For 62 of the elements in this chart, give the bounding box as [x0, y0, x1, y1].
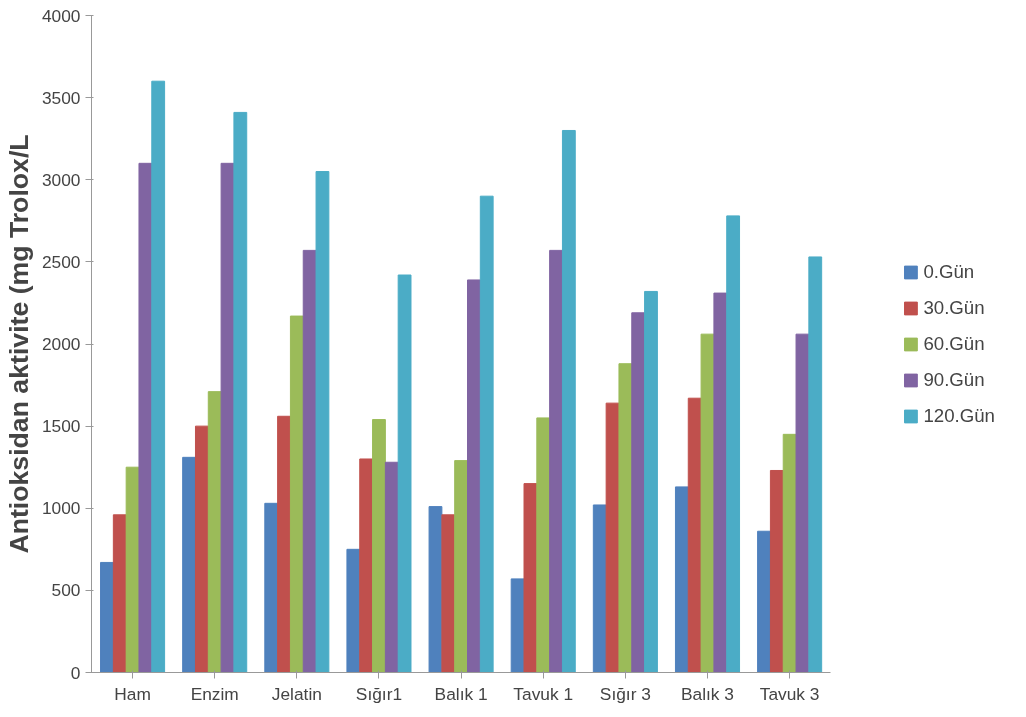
y-tick-label: 1000	[41, 498, 81, 519]
y-tick-label: 3500	[41, 87, 81, 108]
bar	[726, 215, 741, 673]
bar	[112, 514, 127, 673]
y-axis-title: Antioksidan aktivite (mg Trolox/L	[3, 134, 34, 554]
bar	[372, 419, 386, 673]
y-tick-label: 3000	[41, 169, 81, 190]
bar	[644, 290, 658, 673]
y-tick-label: 1500	[41, 416, 81, 437]
bar	[808, 256, 823, 673]
x-tick-label: Balık 3	[681, 683, 734, 704]
legend-label: 60.Gün	[923, 332, 985, 355]
bar	[397, 274, 412, 673]
bar	[467, 279, 481, 673]
bar	[151, 80, 166, 673]
legend-label: 120.Gün	[923, 404, 995, 427]
bar	[561, 129, 576, 673]
bar	[536, 417, 551, 673]
y-tick-label: 500	[51, 580, 81, 601]
legend-label: 30.Gün	[923, 296, 985, 319]
x-tick-label: Balık 1	[434, 683, 488, 704]
bar	[549, 249, 563, 673]
bar	[359, 458, 374, 673]
bar	[315, 171, 330, 673]
bar	[384, 461, 399, 673]
bar	[346, 548, 361, 673]
legend-label: 0.Gün	[923, 260, 975, 283]
x-tick-label: Tavuk 1	[513, 683, 574, 704]
bar	[795, 333, 810, 673]
x-tick-label: Sığır1	[355, 683, 403, 704]
bar	[182, 456, 196, 673]
bar	[289, 315, 304, 673]
y-tick-label: 2000	[41, 334, 81, 354]
bar	[713, 292, 728, 673]
bar	[757, 530, 771, 673]
bar	[100, 561, 114, 673]
x-tick-label: Enzim	[190, 683, 239, 704]
bar	[769, 469, 784, 673]
legend-label: 90.Gün	[923, 368, 985, 391]
bar	[523, 483, 538, 673]
bar	[277, 415, 291, 673]
bar	[454, 460, 469, 673]
bar	[631, 312, 646, 673]
bar	[441, 514, 456, 673]
x-tick-label: Ham	[114, 683, 151, 704]
y-tick-label: 0	[70, 662, 81, 683]
bar	[479, 195, 494, 673]
y-tick-label: 4000	[41, 5, 81, 26]
x-tick-label: Sığır 3	[599, 683, 651, 704]
bar	[220, 162, 235, 673]
bar	[138, 162, 153, 673]
bar	[264, 502, 279, 673]
y-tick-label: 2500	[41, 251, 81, 272]
bar	[605, 402, 620, 673]
bar	[618, 363, 633, 673]
bar	[428, 506, 443, 673]
x-tick-label: Tavuk 3	[759, 683, 820, 704]
bar	[233, 111, 248, 673]
bar	[194, 425, 209, 673]
bar	[700, 333, 715, 673]
bar	[674, 486, 689, 673]
x-tick-label: Jelatin	[271, 683, 322, 704]
